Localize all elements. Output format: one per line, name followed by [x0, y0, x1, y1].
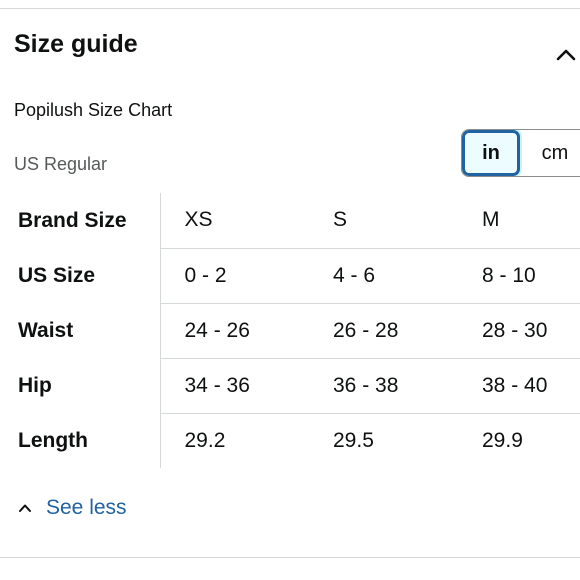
table-cell: 38 - 40 — [458, 358, 580, 414]
table-cell: 36 - 38 — [309, 358, 458, 414]
table-cell: 29.2 — [184, 428, 226, 452]
table-row: Waist 24 - 26 26 - 28 28 - 30 — [0, 303, 580, 359]
table-cell: 8 - 10 — [458, 248, 580, 304]
table-cell: 34 - 36 — [160, 358, 309, 414]
see-less-label: See less — [46, 496, 127, 519]
table-row: Hip 34 - 36 36 - 38 38 - 40 — [0, 358, 580, 414]
row-label: Hip — [0, 358, 161, 413]
table-cell: XS — [160, 193, 309, 249]
table-cell: S — [309, 193, 458, 249]
row-label: Brand Size — [0, 193, 161, 248]
size-guide-title: Size guide — [14, 30, 138, 58]
table-cell: 0 - 2 — [160, 248, 309, 304]
row-label: Length — [0, 413, 161, 468]
table-cell: 4 - 6 — [309, 248, 458, 304]
chart-name: Popilush Size Chart — [14, 100, 173, 120]
table-cell: 24 - 26 — [160, 303, 309, 359]
unit-option-cm[interactable]: cm — [541, 141, 569, 164]
table-cell: M — [458, 193, 580, 249]
table-row: Length 29.2 29.5 29.9 — [0, 413, 580, 468]
fit-name: US Regular — [14, 154, 108, 174]
chevron-up-icon — [19, 504, 31, 512]
table-row: Brand Size XS S M — [0, 193, 580, 249]
unit-toggle: in cm — [461, 129, 580, 177]
top-divider — [0, 8, 580, 9]
table-cell: 28 - 30 — [458, 303, 580, 359]
see-less-link[interactable]: See less — [18, 496, 127, 520]
size-table: Brand Size XS S M US Size 0 - 2 4 - 6 8 … — [0, 193, 580, 468]
table-cell: 29.5 — [333, 428, 374, 452]
row-label: US Size — [0, 248, 161, 303]
chevron-up-icon — [556, 49, 576, 61]
unit-option-in[interactable]: in — [462, 130, 520, 176]
bottom-divider — [0, 557, 580, 558]
row-label: Waist — [0, 303, 161, 358]
table-cell: 26 - 28 — [309, 303, 458, 359]
table-cell: 29.9 — [482, 428, 523, 452]
collapse-button[interactable] — [552, 40, 580, 68]
table-row: US Size 0 - 2 4 - 6 8 - 10 — [0, 248, 580, 304]
